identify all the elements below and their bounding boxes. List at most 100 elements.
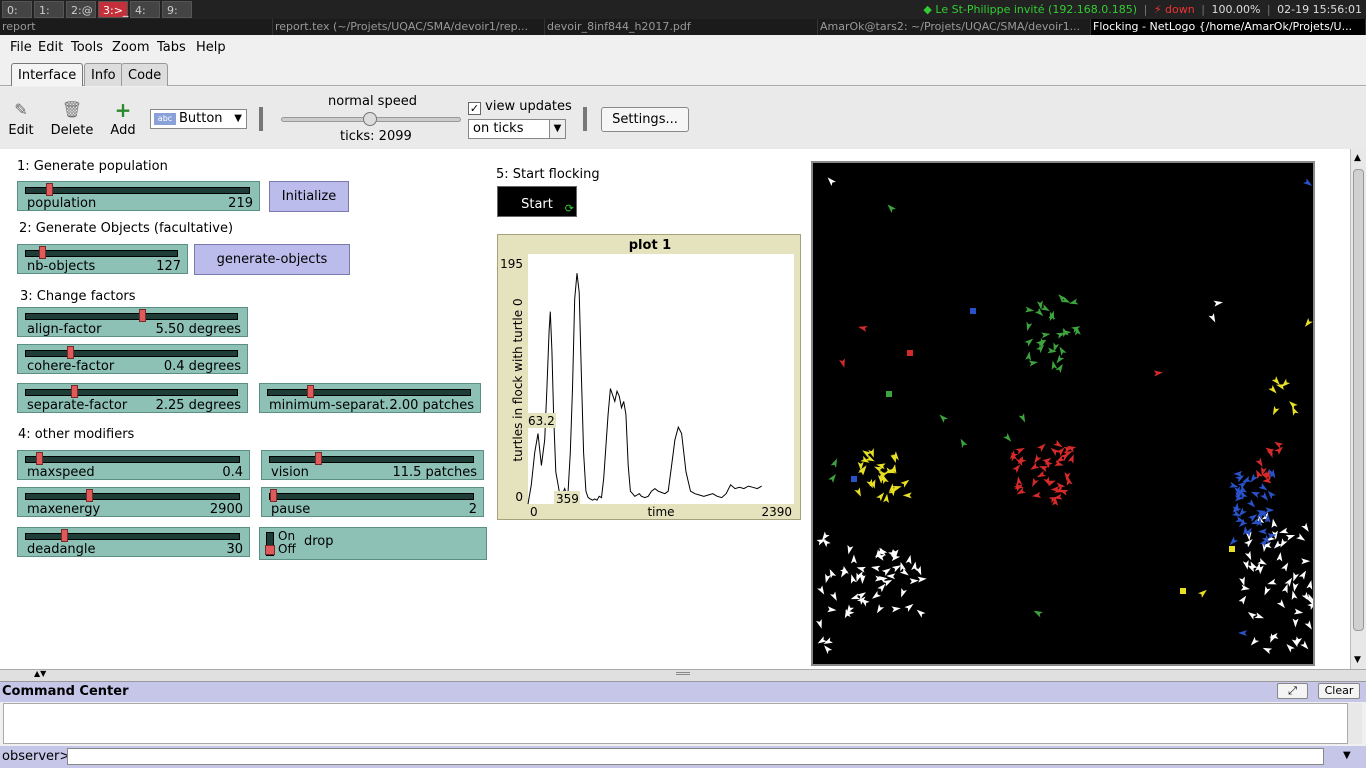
tab-code[interactable]: Code bbox=[121, 63, 169, 86]
world-view[interactable] bbox=[811, 161, 1318, 666]
workspace-0[interactable]: 0: bbox=[2, 1, 32, 18]
slider-value: 0.4 degrees bbox=[163, 359, 241, 374]
view-updates-label: view updates bbox=[485, 99, 572, 114]
slider-nb-objects[interactable]: nb-objects 127 bbox=[17, 244, 188, 274]
tab-info[interactable]: Info bbox=[84, 63, 123, 86]
slider-knob[interactable] bbox=[67, 346, 74, 359]
widget-type-select[interactable]: abc Button ▼ bbox=[150, 109, 247, 129]
workspace-1[interactable]: 1: bbox=[34, 1, 64, 18]
split-divider[interactable]: ▲▼ bbox=[0, 669, 1366, 681]
slider-track[interactable] bbox=[269, 456, 474, 463]
turtle bbox=[1244, 550, 1252, 561]
collapse-arrows-icon[interactable]: ▲▼ bbox=[34, 669, 47, 678]
add-button[interactable]: + Add bbox=[109, 100, 137, 138]
drag-handle-icon[interactable] bbox=[676, 672, 690, 675]
turtle bbox=[824, 645, 833, 654]
turtle bbox=[1037, 443, 1046, 452]
world-canvas[interactable] bbox=[813, 163, 1318, 664]
slider-knob[interactable] bbox=[39, 246, 47, 259]
menu-tabs[interactable]: Tabs bbox=[157, 40, 186, 55]
slider-maxenergy[interactable]: maxenergy 2900 bbox=[17, 487, 250, 517]
slider-knob[interactable] bbox=[270, 489, 277, 502]
clear-button[interactable]: Clear bbox=[1318, 683, 1360, 699]
tab-interface[interactable]: Interface bbox=[11, 63, 84, 86]
slider-track[interactable] bbox=[25, 250, 178, 257]
workspace-4[interactable]: 4: bbox=[130, 1, 160, 18]
scrollbar-thumb[interactable] bbox=[1353, 169, 1364, 631]
tab-strip: Interface Info Code bbox=[0, 60, 1366, 86]
output-scrollbar[interactable] bbox=[1348, 703, 1362, 744]
edit-label: Edit bbox=[8, 123, 34, 138]
menu-help[interactable]: Help bbox=[196, 40, 226, 55]
interface-scrollbar[interactable]: ▲ ▼ bbox=[1350, 149, 1366, 669]
turtle bbox=[1030, 462, 1040, 470]
task-pdf[interactable]: devoir_8inf844_h2017.pdf bbox=[545, 19, 818, 35]
turtle bbox=[1242, 560, 1249, 570]
slider-track[interactable] bbox=[269, 493, 474, 500]
turtle bbox=[886, 573, 896, 580]
slider-knob[interactable] bbox=[36, 452, 44, 465]
slider-track[interactable] bbox=[25, 533, 240, 540]
update-mode-select[interactable]: on ticks ▼ bbox=[468, 119, 566, 139]
slider-population[interactable]: population 219 bbox=[17, 181, 260, 211]
slider-separate-factor[interactable]: separate-factor 2.25 degrees bbox=[17, 383, 248, 413]
slider-track[interactable] bbox=[25, 187, 250, 194]
turtle bbox=[1231, 509, 1242, 517]
turtle bbox=[850, 554, 857, 564]
workspace-9[interactable]: 9: bbox=[162, 1, 192, 18]
initialize-button[interactable]: Initialize bbox=[269, 181, 349, 212]
slider-minimum-separation[interactable]: minimum-separat... 2.00 patches bbox=[259, 383, 481, 413]
slider-deadangle[interactable]: deadangle 30 bbox=[17, 527, 250, 557]
slider-track[interactable] bbox=[25, 456, 240, 463]
slider-pause[interactable]: pause 2 bbox=[261, 487, 484, 517]
slider-vision[interactable]: vision 11.5 patches bbox=[261, 450, 484, 480]
observer-prompt[interactable]: observer> bbox=[2, 749, 71, 764]
slider-knob[interactable] bbox=[71, 385, 79, 398]
task-terminal[interactable]: AmarOk@tars2: ~/Projets/UQAC/SMA/devoir1… bbox=[818, 19, 1091, 35]
task-report-tex[interactable]: report.tex (~/Projets/UQAC/SMA/devoir1/r… bbox=[273, 19, 545, 35]
slider-knob[interactable] bbox=[61, 529, 69, 542]
slider-track[interactable] bbox=[25, 389, 238, 396]
delete-button[interactable]: 🗑 Delete bbox=[50, 100, 94, 139]
turtle bbox=[891, 565, 902, 573]
slider-track[interactable] bbox=[25, 493, 240, 500]
workspace-2[interactable]: 2:@ bbox=[66, 1, 96, 18]
start-button[interactable]: Start ⟳ bbox=[497, 186, 577, 217]
settings-button[interactable]: Settings... bbox=[601, 107, 689, 132]
slider-track[interactable] bbox=[25, 313, 238, 320]
command-input[interactable] bbox=[67, 748, 1324, 765]
turtle bbox=[882, 579, 893, 587]
slider-knob[interactable] bbox=[45, 183, 53, 196]
slider-maxspeed[interactable]: maxspeed 0.4 bbox=[17, 450, 250, 480]
slider-cohere-factor[interactable]: cohere-factor 0.4 degrees bbox=[17, 344, 248, 374]
history-dropdown-icon[interactable]: ▼ bbox=[1343, 750, 1351, 761]
checkmark-icon[interactable]: ✓ bbox=[468, 102, 481, 115]
trash-icon: 🗑 bbox=[61, 100, 83, 119]
expand-icon[interactable]: ⤢ bbox=[1277, 683, 1308, 699]
menu-file[interactable]: File bbox=[10, 40, 32, 55]
turtle bbox=[1240, 584, 1250, 591]
slider-track[interactable] bbox=[25, 350, 238, 357]
menu-zoom[interactable]: Zoom bbox=[112, 40, 150, 55]
switch-knob[interactable] bbox=[265, 545, 275, 555]
turtle bbox=[1235, 475, 1245, 483]
menu-edit[interactable]: Edit bbox=[38, 40, 64, 55]
scroll-up-icon[interactable]: ▲ bbox=[1354, 153, 1361, 163]
slider-align-factor[interactable]: align-factor 5.50 degrees bbox=[17, 307, 248, 337]
speed-slider-knob[interactable] bbox=[363, 112, 377, 126]
edit-button[interactable]: ✎ Edit bbox=[8, 101, 34, 139]
slider-knob[interactable] bbox=[138, 309, 146, 322]
task-report[interactable]: report bbox=[0, 19, 273, 35]
slider-track[interactable] bbox=[267, 389, 471, 396]
slider-knob[interactable] bbox=[315, 452, 323, 465]
menu-tools[interactable]: Tools bbox=[71, 40, 104, 55]
generate-objects-button[interactable]: generate-objects bbox=[194, 244, 350, 275]
slider-knob[interactable] bbox=[307, 385, 315, 398]
drop-switch[interactable]: On Off drop bbox=[259, 527, 487, 560]
workspace-3[interactable]: 3:>_ bbox=[98, 1, 128, 18]
task-netlogo[interactable]: Flocking - NetLogo {/home/AmarOk/Projets… bbox=[1091, 19, 1366, 35]
slider-knob[interactable] bbox=[86, 489, 94, 502]
switch-track[interactable] bbox=[266, 532, 274, 556]
scroll-down-icon[interactable]: ▼ bbox=[1354, 655, 1361, 665]
view-updates-checkbox[interactable]: ✓ view updates bbox=[468, 99, 572, 115]
